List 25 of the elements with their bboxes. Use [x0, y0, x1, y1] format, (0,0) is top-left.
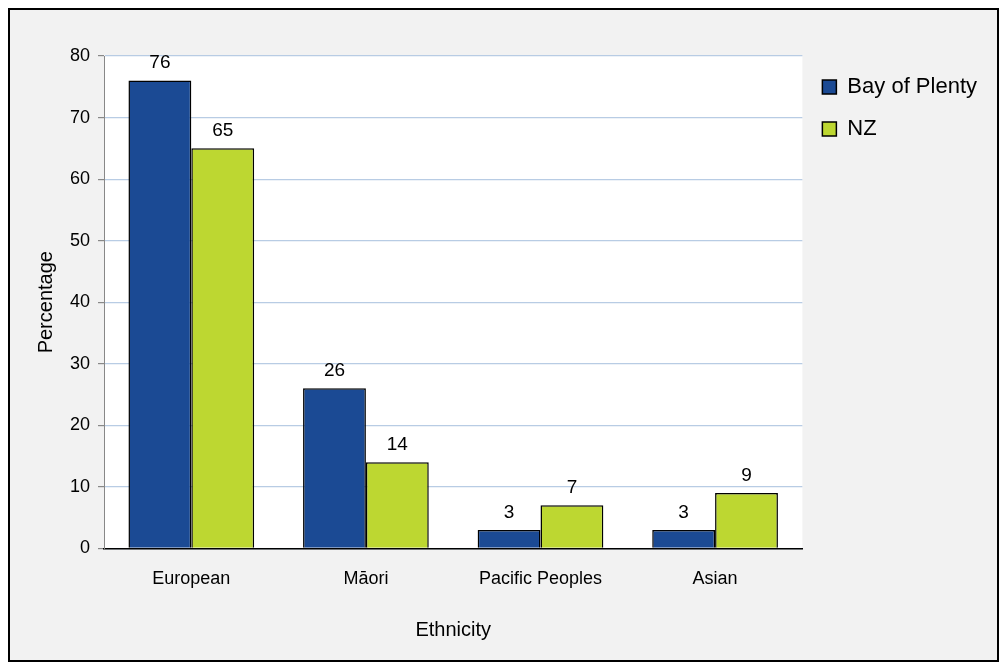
- x-tick-label: European: [152, 568, 231, 589]
- data-label: 3: [503, 500, 515, 522]
- x-axis-title: Ethnicity: [415, 617, 491, 640]
- y-axis-title: Percentage: [33, 251, 56, 354]
- data-label: 3: [678, 500, 689, 522]
- data-label: 7: [566, 476, 578, 498]
- legend-label: Bay of Plenty: [847, 73, 978, 99]
- y-tick-label: 0: [80, 537, 91, 558]
- legend-label: NZ: [847, 115, 877, 141]
- y-tick-label: 50: [69, 229, 91, 250]
- y-tick-label: 60: [69, 168, 91, 189]
- x-tick-label: Pacific Peoples: [478, 568, 603, 589]
- y-tick-label: 20: [69, 414, 91, 435]
- data-label: 9: [741, 463, 752, 485]
- data-label: 65: [212, 119, 234, 141]
- x-tick-label: Māori: [343, 568, 389, 589]
- y-tick-label: 30: [69, 352, 91, 373]
- y-tick-label: 40: [69, 291, 91, 312]
- y-tick-label: 70: [69, 106, 91, 127]
- y-tick-label: 10: [69, 475, 91, 496]
- x-tick-label: Asian: [692, 568, 738, 589]
- data-label: 26: [323, 359, 346, 381]
- y-tick-label: 80: [69, 44, 91, 65]
- data-label: 76: [149, 51, 171, 73]
- data-label: 14: [386, 432, 409, 454]
